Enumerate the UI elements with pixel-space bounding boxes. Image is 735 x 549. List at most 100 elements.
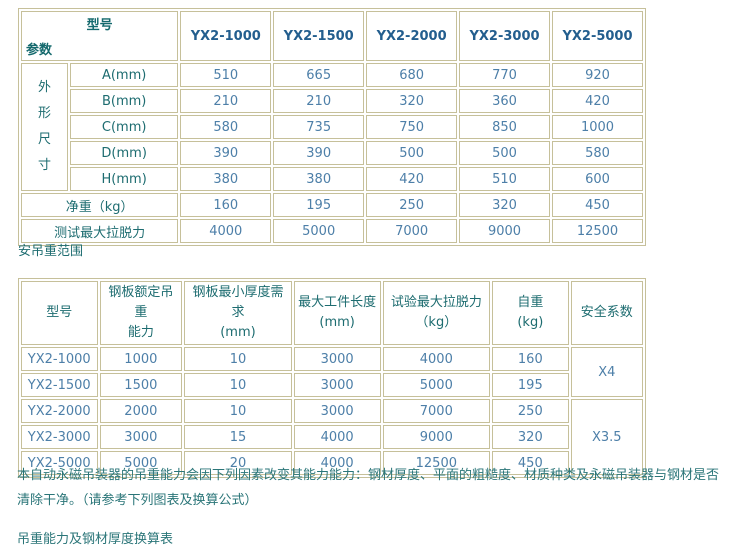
t2-value: 250 [492, 399, 569, 423]
dim-group-label: 外形尺寸 [37, 80, 51, 173]
dim-value: 600 [552, 167, 643, 191]
t2-value: 10 [184, 373, 292, 397]
t2-value: 10 [184, 399, 292, 423]
dim-value: 510 [459, 167, 550, 191]
table-row: 测试最大拉脱力 4000 5000 7000 9000 12500 [21, 219, 643, 243]
dim-value: 735 [273, 115, 365, 139]
model-header: YX2-5000 [552, 11, 643, 61]
safety-factor-value: X3.5 [570, 399, 643, 475]
t2-header-line: 能力 [127, 325, 154, 340]
section-title: 安吊重范围 [18, 244, 84, 259]
table-row: D(mm) 390 390 500 500 580 [21, 141, 643, 165]
dim-row-label: D(mm) [70, 141, 179, 165]
dim-value: 580 [180, 115, 272, 139]
test-pull-value: 12500 [552, 219, 643, 243]
dim-value: 360 [459, 89, 550, 113]
dim-value: 420 [366, 167, 458, 191]
dim-value: 1000 [552, 115, 643, 139]
test-pull-value: 5000 [273, 219, 365, 243]
t2-value: 9000 [382, 425, 491, 449]
dim-value: 500 [366, 141, 458, 165]
t2-header-min-thickness: 钢板最小厚度需求 (mm) [184, 281, 292, 345]
t2-value: 2000 [99, 399, 183, 423]
t2-header-line: 自重 [517, 295, 544, 310]
t2-value: 3000 [293, 347, 381, 371]
table-row: YX2-1500 1500 10 3000 5000 195 [21, 373, 643, 397]
t2-header-line: (mm) [319, 315, 355, 330]
table-row: 净重（kg） 160 195 250 320 450 [21, 193, 643, 217]
t2-value: 10 [184, 347, 292, 371]
table-row: 型号 钢板额定吊重 能力 钢板最小厚度需求 (mm) 最大工件长度 (mm) 试… [21, 281, 643, 345]
test-pull-value: 9000 [459, 219, 550, 243]
dim-row-label: B(mm) [70, 89, 179, 113]
t2-value: 15 [184, 425, 292, 449]
t2-value: 195 [492, 373, 569, 397]
corner-param-label: 参数 [26, 43, 53, 58]
table-row: 外形尺寸 A(mm) 510 665 680 770 920 [21, 63, 643, 191]
test-pull-value: 4000 [180, 219, 272, 243]
net-weight-value: 195 [273, 193, 365, 217]
corner-model-label: 型号 [86, 18, 113, 33]
conversion-table-title: 吊重能力及钢材厚度换算表 [17, 532, 174, 547]
dim-value: 380 [273, 167, 365, 191]
dim-value: 210 [180, 89, 272, 113]
model-header: YX2-2000 [366, 11, 458, 61]
dim-value: 510 [180, 63, 272, 87]
t2-header-line: (kg) [517, 315, 544, 330]
t2-header-line: 型号 [46, 305, 73, 320]
table-row: B(mm) 210 210 320 360 420 [21, 89, 643, 113]
dim-value: 380 [180, 167, 272, 191]
net-weight-value: 160 [180, 193, 272, 217]
t2-value: 4000 [382, 347, 491, 371]
t2-value: 3000 [293, 399, 381, 423]
t2-value: 7000 [382, 399, 491, 423]
t2-value: 3000 [99, 425, 183, 449]
model-header: YX2-1500 [273, 11, 365, 61]
t2-header-line: 试验最大拉脱力 [390, 295, 482, 310]
dim-value: 770 [459, 63, 550, 87]
t2-value: 5000 [382, 373, 491, 397]
dim-group-cell: 外形尺寸 [21, 63, 68, 191]
t2-value: 4000 [293, 451, 381, 475]
dim-value: 920 [552, 63, 643, 87]
t2-header-max-length: 最大工件长度 (mm) [293, 281, 381, 345]
table-row: YX2-2000 2000 10 3000 7000 250 X3.5 [21, 399, 643, 475]
dim-value: 850 [459, 115, 550, 139]
dim-value: 500 [459, 141, 550, 165]
corner-header-cell: 型号 参数 [21, 11, 179, 61]
dim-value: 665 [273, 63, 365, 87]
t2-model: YX2-1000 [21, 347, 98, 371]
net-weight-value: 250 [366, 193, 458, 217]
t2-model: YX2-5000 [21, 451, 98, 475]
dimensions-table: 型号 参数 YX2-1000 YX2-1500 YX2-2000 YX2-300… [18, 8, 646, 246]
t2-header-safety-factor: 安全系数 [570, 281, 643, 345]
dim-value: 420 [552, 89, 643, 113]
t2-value: 5000 [99, 451, 183, 475]
dim-value: 390 [180, 141, 272, 165]
t2-value: 160 [492, 347, 569, 371]
load-range-table: 型号 钢板额定吊重 能力 钢板最小厚度需求 (mm) 最大工件长度 (mm) 试… [18, 278, 646, 478]
safety-factor-value: X4 [570, 347, 643, 397]
table-row: 型号 参数 YX2-1000 YX2-1500 YX2-2000 YX2-300… [21, 11, 643, 61]
dim-row-label: A(mm) [70, 63, 179, 87]
dim-value: 580 [552, 141, 643, 165]
test-pull-value: 7000 [366, 219, 458, 243]
t2-model: YX2-1500 [21, 373, 98, 397]
dim-row-label: H(mm) [70, 167, 179, 191]
table-row: H(mm) 380 380 420 510 600 [21, 167, 643, 191]
dim-value: 750 [366, 115, 458, 139]
t2-header-capacity: 钢板额定吊重 能力 [99, 281, 183, 345]
t2-value: 320 [492, 425, 569, 449]
t2-header-line: 安全系数 [580, 305, 633, 320]
net-weight-label: 净重（kg） [21, 193, 179, 217]
t2-model: YX2-2000 [21, 399, 98, 423]
table-row: YX2-1000 1000 10 3000 4000 160 X4 [21, 347, 643, 397]
t2-header-line: （kg） [415, 315, 458, 330]
net-weight-value: 320 [459, 193, 550, 217]
dim-value: 390 [273, 141, 365, 165]
table-row: YX2-5000 5000 20 4000 12500 450 [21, 451, 643, 475]
t2-header-line: 钢板额定吊重 [108, 285, 174, 320]
table-row: C(mm) 580 735 750 850 1000 [21, 115, 643, 139]
net-weight-value: 450 [552, 193, 643, 217]
